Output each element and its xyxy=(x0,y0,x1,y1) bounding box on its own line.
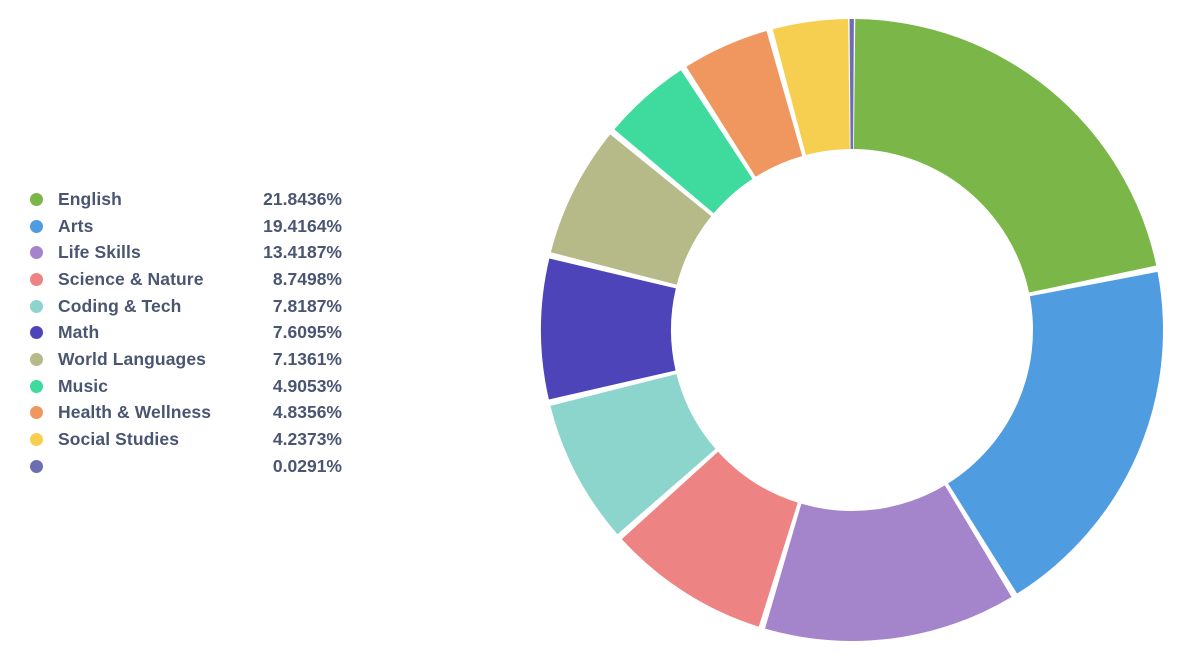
legend-value: 19.4164% xyxy=(263,215,342,236)
legend-value: 0.0291% xyxy=(272,455,342,476)
donut-slice-health-wellness[interactable] xyxy=(686,30,803,177)
legend-label: Life Skills xyxy=(58,242,141,263)
donut-slice-world-languages[interactable] xyxy=(550,134,712,285)
legend-value: 7.8187% xyxy=(272,295,342,316)
legend-swatch-icon xyxy=(30,352,43,366)
legend-item-social-studies[interactable]: Social Studies 4.2373% xyxy=(30,426,342,453)
legend-swatch-icon xyxy=(30,246,43,260)
legend-item-world-languages[interactable]: World Languages 7.1361% xyxy=(30,346,342,373)
donut-slice-coding-tech[interactable] xyxy=(550,374,716,535)
legend-label: World Languages xyxy=(58,348,206,369)
legend-value: 4.9053% xyxy=(272,375,342,396)
donut-slice-social-studies[interactable] xyxy=(772,19,850,155)
legend-swatch-icon xyxy=(30,272,43,286)
legend-label: Health & Wellness xyxy=(58,402,212,423)
legend-value: 4.2373% xyxy=(272,429,342,450)
donut-slice-life-skills[interactable] xyxy=(765,485,1012,642)
legend-item-coding-tech[interactable]: Coding & Tech 7.8187% xyxy=(30,293,342,320)
legend-swatch-icon xyxy=(30,406,43,420)
legend-label: Coding & Tech xyxy=(58,295,182,316)
legend-item-music[interactable]: Music 4.9053% xyxy=(30,373,342,400)
donut-slice-music[interactable] xyxy=(614,70,753,214)
donut-slice-unlabeled-10[interactable] xyxy=(849,19,854,150)
legend-value: 8.7498% xyxy=(272,268,342,289)
donut-slice-english[interactable] xyxy=(853,19,1157,293)
legend-item-unlabeled-10[interactable]: 0.0291% xyxy=(30,453,342,480)
legend-swatch-icon xyxy=(30,326,43,340)
chart-legend: English 21.8436% Arts 19.4164% Life Skills 13… xyxy=(30,186,342,480)
legend-label: Music xyxy=(58,375,109,396)
legend-label: English xyxy=(58,188,122,209)
donut-slice-arts[interactable] xyxy=(948,271,1164,594)
legend-item-life-skills[interactable]: Life Skills 13.4187% xyxy=(30,239,342,266)
legend-value: 13.4187% xyxy=(263,242,342,263)
legend-swatch-icon xyxy=(30,299,43,313)
legend-item-science-nature[interactable]: Science & Nature 8.7498% xyxy=(30,266,342,293)
legend-label: Science & Nature xyxy=(58,268,204,289)
legend-item-math[interactable]: Math 7.6095% xyxy=(30,319,342,346)
legend-swatch-icon xyxy=(30,433,43,447)
legend-item-health-wellness[interactable]: Health & Wellness 4.8356% xyxy=(30,400,342,427)
donut-slice-science-nature[interactable] xyxy=(621,451,798,627)
legend-label: Arts xyxy=(58,215,94,236)
legend-swatch-icon xyxy=(30,219,43,233)
legend-item-arts[interactable]: Arts 19.4164% xyxy=(30,213,342,240)
legend-label: Social Studies xyxy=(58,429,180,450)
legend-value: 4.8356% xyxy=(272,402,342,423)
legend-value: 7.6095% xyxy=(272,322,342,343)
legend-value: 21.8436% xyxy=(263,188,342,209)
legend-label: Math xyxy=(58,322,100,343)
legend-item-english[interactable]: English 21.8436% xyxy=(30,186,342,213)
legend-swatch-icon xyxy=(30,192,43,206)
donut-slice-math[interactable] xyxy=(540,258,676,400)
legend-swatch-icon xyxy=(30,459,43,473)
legend-swatch-icon xyxy=(30,379,43,393)
legend-value: 7.1361% xyxy=(272,348,342,369)
